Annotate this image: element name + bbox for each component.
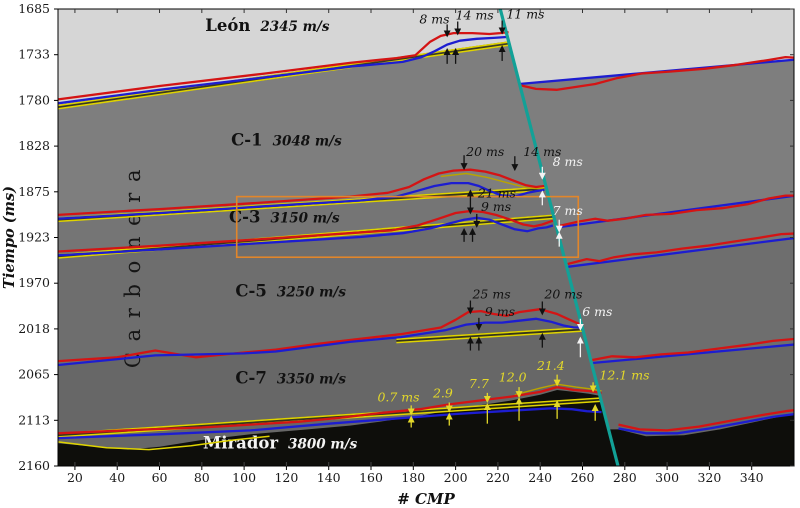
highlight-box	[235, 195, 580, 259]
annotation-text: 11 ms	[506, 7, 544, 22]
y-tick-label: 1828	[18, 138, 50, 153]
horizon-c1-base-yellow-model-lower	[58, 189, 545, 223]
y-tick-label: 1875	[18, 184, 50, 199]
y-tick-label: 2113	[18, 412, 50, 427]
x-tick-label: 240	[528, 470, 552, 485]
x-tick-label: 120	[274, 470, 298, 485]
annotation-text: 8 ms	[553, 154, 583, 169]
horizon-c3-base-right-blue	[567, 236, 794, 268]
formation-label-carbonera: C a r b o n e r a	[121, 167, 145, 368]
y-tick-label: 2018	[18, 321, 50, 336]
annotation-text: 8 ms	[419, 11, 449, 26]
annotation-text: 25 ms	[471, 287, 510, 302]
horizon-c7-base-yellow-low	[58, 435, 270, 451]
horizon-c5-base-right-red	[590, 337, 794, 362]
horizon-c1-base-olive	[440, 172, 545, 190]
x-tick-label: 260	[571, 470, 595, 485]
x-tick-label: 340	[740, 470, 764, 485]
horizon-c5-base-blue-pick	[58, 317, 583, 367]
horizon-c7-base-red-pick	[58, 385, 602, 435]
annotation-text: 20 ms	[465, 144, 504, 159]
annotation-text: 14 ms	[523, 144, 561, 159]
horizon-c7-base-blue-pick	[58, 407, 602, 440]
layer-label-mirador: Mirador 3800 m/s	[203, 434, 358, 453]
layer-label-c-3: C-3 3150 m/s	[229, 208, 340, 227]
annotation-text: 14 ms	[456, 8, 494, 23]
annotation-text: 2.9	[432, 386, 453, 401]
annotation-text: 9 ms	[485, 304, 515, 319]
horizon-c3-base-red-pick	[58, 209, 554, 253]
layer-label-c-1: C-1 3048 m/s	[231, 131, 342, 150]
annotation-text: 12.1 ms	[599, 367, 649, 382]
layer-label-c-7: C-7 3350 m/s	[235, 368, 346, 387]
horizon-leon-base-blue-pick	[58, 35, 509, 105]
y-tick-label: 1970	[18, 275, 50, 290]
x-tick-label: 300	[655, 470, 679, 485]
annotation-text: 20 ms	[543, 287, 582, 302]
y-tick-label: 1685	[18, 1, 50, 16]
x-tick-label: 180	[401, 470, 425, 485]
annotation-text: 7 ms	[553, 203, 583, 218]
x-tick-label: 220	[486, 470, 510, 485]
x-tick-label: 40	[109, 470, 125, 485]
horizon-c7-base-right-blue	[618, 413, 794, 435]
y-tick-label: 2160	[18, 458, 50, 473]
horizon-leon-base-right-red	[518, 55, 794, 91]
x-axis-label: # CMP	[397, 490, 455, 508]
annotation-text: 0.7 ms	[377, 390, 419, 405]
x-tick-label: 280	[613, 470, 637, 485]
x-tick-label: 80	[194, 470, 210, 485]
horizon-c5-base-yellow-model-upper	[396, 327, 583, 341]
horizon-c3-base-right-red	[567, 232, 794, 266]
horizon-c5-base-red-pick	[58, 308, 583, 363]
horizon-c1-base-blue-pick	[58, 181, 545, 220]
y-tick-label: 1780	[18, 92, 50, 107]
y-tick-label: 2065	[18, 367, 50, 382]
horizon-c1-base-red-pick	[58, 168, 545, 217]
horizon-c7-base-yellow-model-upper	[58, 397, 602, 435]
horizon-c7-base-right-red	[618, 409, 794, 432]
x-tick-label: 320	[697, 470, 721, 485]
layer-label-león: León 2345 m/s	[205, 16, 330, 35]
x-tick-label: 140	[317, 470, 341, 485]
annotation-text: 6 ms	[582, 304, 612, 319]
annotation-text: 21 ms	[477, 186, 516, 201]
horizon-c3-base-blue-pick	[58, 216, 554, 257]
annotation-text: 21.4	[536, 358, 565, 373]
horizon-c1-base-right-red	[556, 194, 794, 228]
x-tick-label: 60	[152, 470, 168, 485]
horizon-c5-base-yellow-model-seam	[396, 327, 583, 344]
layer-label-c-5: C-5 3250 m/s	[235, 282, 346, 301]
annotation-text: 9 ms	[481, 199, 511, 214]
horizon-c5-base-right-blue	[590, 343, 794, 365]
y-tick-label: 1733	[18, 47, 50, 62]
plot-area: C a r b o n e r a León 2345 m/s C-1 3048 m/s…	[58, 7, 794, 466]
horizon-leon-base-red-pick	[58, 30, 509, 101]
x-tick-label: 100	[232, 470, 256, 485]
horizon-c3-base-yellow-model-upper	[58, 214, 553, 256]
annotation-text: 12.0	[499, 369, 527, 384]
y-tick-label: 1923	[18, 230, 50, 245]
y-axis-label: Tiempo (ms)	[1, 186, 18, 289]
x-tick-label: 200	[444, 470, 468, 485]
horizon-c1-base-yellow-model-upper	[58, 186, 545, 219]
x-tick-label: 160	[359, 470, 383, 485]
layer-band-mirador	[58, 390, 794, 466]
horizon-c5-base-yellow-model-lower	[396, 330, 583, 344]
horizon-leon-base-yellow-model-lower	[58, 44, 509, 110]
x-tick-label: 20	[67, 470, 83, 485]
annotation-text: 7.7	[469, 376, 489, 391]
